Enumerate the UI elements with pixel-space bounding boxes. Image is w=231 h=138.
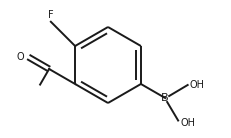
- Text: OH: OH: [179, 118, 194, 128]
- Text: O: O: [17, 52, 24, 62]
- Text: OH: OH: [189, 80, 204, 90]
- Text: F: F: [48, 10, 53, 20]
- Text: B: B: [161, 93, 168, 103]
